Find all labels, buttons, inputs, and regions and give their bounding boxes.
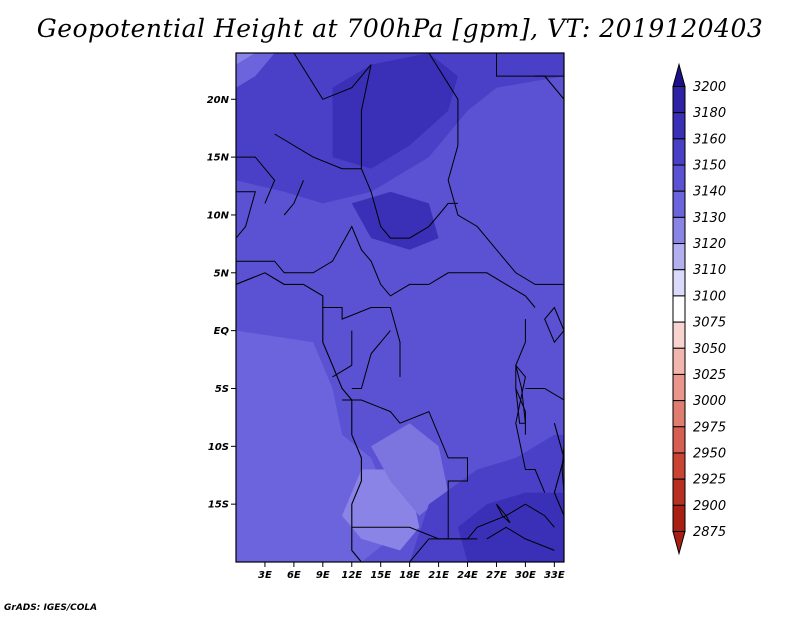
border-7 [236, 225, 536, 308]
map-frame [235, 52, 565, 563]
border-14 [525, 388, 564, 401]
field-region-angola-light2 [371, 423, 449, 516]
lake-1 [515, 365, 526, 424]
colorbar-bin [672, 269, 686, 297]
border-16 [496, 53, 564, 77]
colorbar-bin [672, 347, 686, 375]
lat-tick-label: 15S [208, 500, 229, 511]
colorbar-label: 3050 [693, 342, 726, 357]
colorbar: 3200 3180 3160 3150 3140 3130 3120 3110 3100 3075… [672, 62, 726, 556]
border-5 [360, 168, 458, 239]
lon-tick-label: 9E [316, 570, 330, 581]
border-1 [360, 64, 372, 169]
colorbar-label: 3075 [693, 316, 726, 331]
lon-tick-label: 6E [287, 570, 301, 581]
colorbar-bin [672, 243, 686, 271]
latitude-axis: 20N 15N 10N 5N EQ 5S 10S 15S [207, 95, 236, 511]
lon-tick-label: 33E [544, 570, 565, 581]
lon-tick-label: 18E [399, 570, 420, 581]
border-12 [342, 399, 555, 540]
field-region-se-core [457, 492, 564, 562]
colorbar-label: 2975 [693, 420, 726, 435]
field-region-nw-lighter [236, 53, 256, 65]
lon-tick-label: 30E [515, 570, 536, 581]
border-15 [409, 538, 449, 562]
lake-2 [561, 446, 564, 494]
border-0 [293, 53, 372, 100]
colorbar-bin [672, 426, 686, 454]
lon-tick-label: 15E [370, 570, 391, 581]
lat-tick-label: 10S [208, 442, 229, 453]
colorbar-label: 3025 [693, 368, 726, 383]
colorbar-bin [672, 216, 686, 245]
longitude-axis: 3E 6E 9E 12E 15E 18E 21E 24E 27E 30E 33E [258, 562, 565, 581]
lake-3 [496, 503, 511, 524]
colorbar-bin [672, 112, 686, 140]
colorbar-bin [672, 86, 686, 114]
colorbar-bin [672, 321, 686, 349]
lon-tick-label: 27E [486, 570, 507, 581]
lat-tick-label: 5S [215, 384, 229, 395]
border-4 [236, 156, 276, 204]
colorbar-label: 3000 [693, 394, 726, 409]
colorbar-bin [672, 190, 686, 218]
colorbar-bin [672, 373, 686, 402]
colorbar-label: 2900 [693, 499, 726, 514]
lon-tick-label: 21E [428, 570, 449, 581]
border-20 [486, 526, 555, 551]
border-3 [274, 133, 362, 170]
lat-tick-label: 20N [207, 95, 230, 106]
lat-tick-label: 10N [207, 210, 230, 221]
colorbar-bottom-arrow [672, 531, 686, 556]
lat-tick-label: 5N [214, 268, 230, 279]
colorbar-label: 2950 [693, 446, 726, 461]
colorbar-bin [672, 138, 686, 166]
grads-credit: GrADS: IGES/COLA [4, 603, 98, 613]
colorbar-label: 3160 [693, 132, 726, 147]
map-title: Geopotential Height at 700hPa [gpm], VT:… [36, 14, 764, 43]
lakes [496, 306, 564, 524]
border-2 [419, 53, 459, 146]
border-10 [351, 330, 391, 389]
colorbar-label: 3180 [693, 106, 726, 121]
colorbar-label: 3150 [693, 159, 726, 174]
coastline-2 [553, 423, 564, 519]
lon-tick-label: 3E [258, 570, 272, 581]
coastline-0 [236, 272, 362, 562]
colorbar-label: 3140 [693, 185, 726, 200]
colorbar-bin [672, 164, 686, 192]
colorbar-label: 3200 [693, 80, 726, 95]
colorbar-label: 2875 [693, 525, 726, 540]
lon-tick-label: 24E [457, 570, 478, 581]
colorbar-bin [672, 452, 686, 480]
lat-tick-label: 15N [207, 153, 230, 164]
colorbar-bin [672, 478, 686, 506]
colorbar-bin [672, 400, 686, 428]
border-8 [322, 307, 401, 377]
border-18 [283, 180, 304, 216]
border-19 [515, 388, 526, 435]
border-17 [236, 191, 256, 239]
lat-tick-label: EQ [214, 326, 230, 337]
lake-0 [544, 306, 564, 344]
border-13 [351, 526, 478, 540]
border-9 [332, 330, 353, 378]
colorbar-bin [672, 504, 686, 532]
colorbar-label: 2925 [693, 473, 726, 488]
colorbar-bin [672, 295, 686, 323]
colorbar-label: 3120 [693, 237, 726, 252]
border-6 [447, 145, 564, 285]
country-borders [236, 53, 564, 562]
colorbar-label: 3110 [693, 263, 726, 278]
field-region-chad-core [351, 191, 439, 250]
field-region-sahara-core [332, 53, 458, 169]
colorbar-top-arrow [672, 62, 686, 87]
colorbar-label: 3100 [693, 289, 726, 304]
field-region-nw-pale [236, 53, 275, 88]
colorbar-label: 3130 [693, 211, 726, 226]
lon-tick-label: 12E [341, 570, 362, 581]
